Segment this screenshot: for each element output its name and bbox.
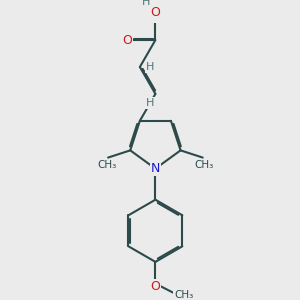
Text: H: H [142, 0, 150, 7]
Text: H: H [146, 62, 154, 72]
Text: CH₃: CH₃ [97, 160, 116, 170]
Text: CH₃: CH₃ [194, 160, 214, 170]
Text: O: O [151, 280, 160, 293]
Text: N: N [151, 162, 160, 175]
Text: O: O [122, 34, 132, 46]
Text: H: H [146, 98, 154, 108]
Text: CH₃: CH₃ [174, 290, 193, 300]
Text: O: O [151, 6, 160, 19]
